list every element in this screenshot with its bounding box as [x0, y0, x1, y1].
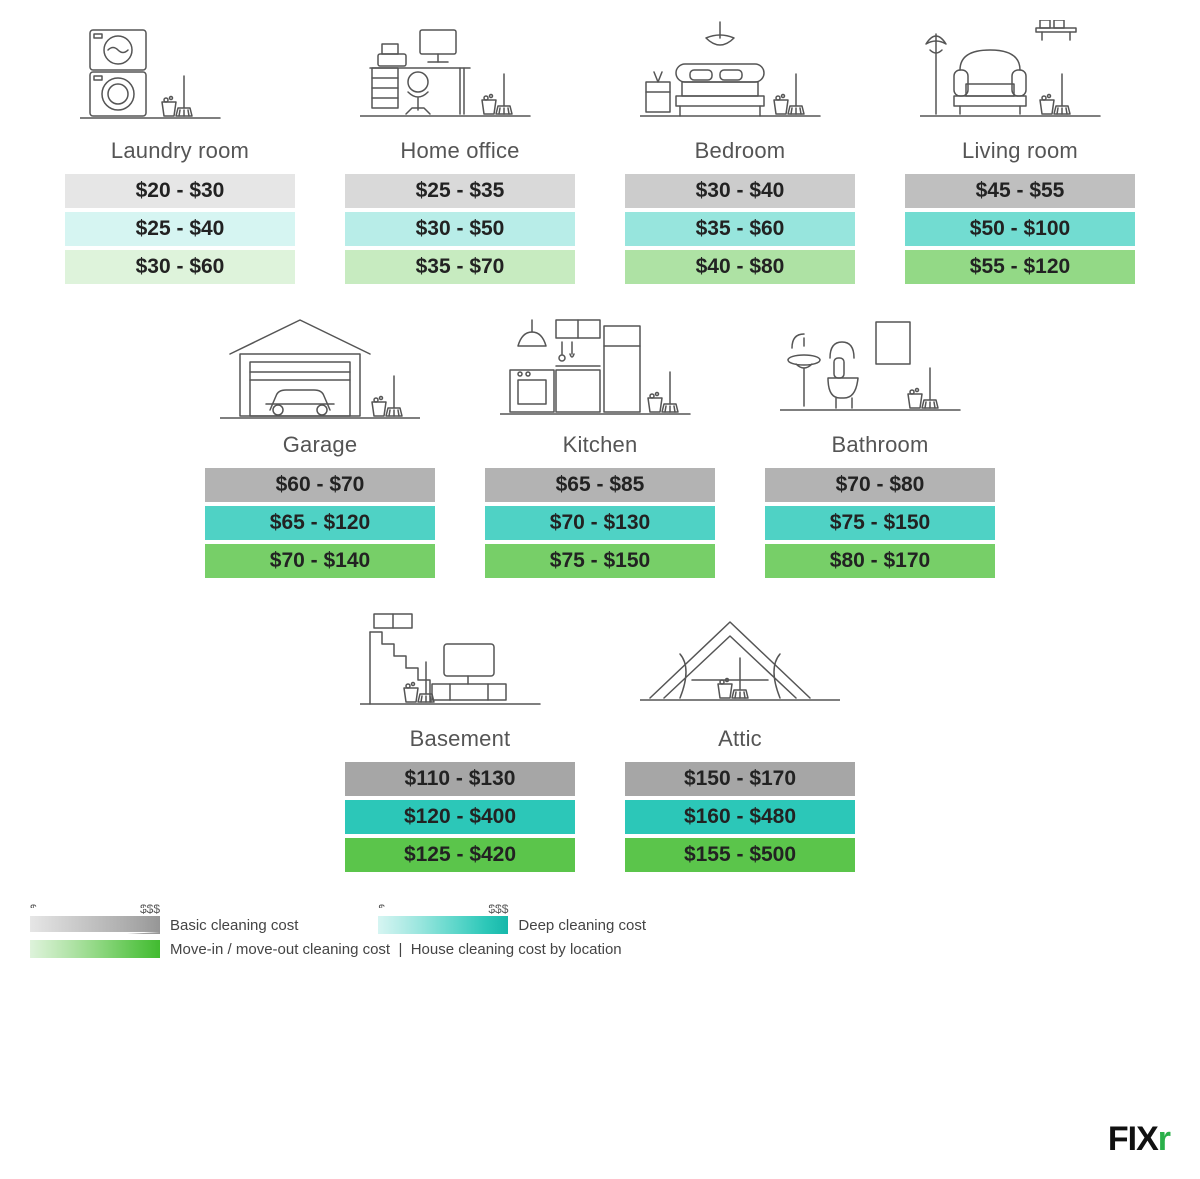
row-3: Basement $110 - $130 $120 - $400 $125 - $42…: [30, 608, 1170, 872]
price-movein: $35 - $70: [345, 250, 575, 284]
price-bars: $70 - $80 $75 - $150 $80 - $170: [765, 468, 995, 578]
room-card-office: Home office $25 - $35 $30 - $50 $35 - $70: [345, 20, 575, 284]
price-basic: $20 - $30: [65, 174, 295, 208]
legend-lo: $: [378, 902, 385, 916]
logo-accent: r: [1158, 1120, 1170, 1158]
legend-movein-text: Move-in / move-out cleaning cost: [170, 941, 390, 958]
room-card-bathroom: Bathroom $70 - $80 $75 - $150 $80 - $170: [765, 314, 995, 578]
logo-text: FIX: [1108, 1120, 1158, 1158]
legend-deep-block: $ $$$ Deep cleaning cost: [378, 902, 646, 934]
room-label: Bathroom: [832, 432, 929, 458]
price-basic: $30 - $40: [625, 174, 855, 208]
bedroom-icon: [640, 20, 840, 130]
price-movein: $80 - $170: [765, 544, 995, 578]
price-deep: $35 - $60: [625, 212, 855, 246]
room-label: Laundry room: [111, 138, 249, 164]
room-label: Attic: [718, 726, 762, 752]
price-movein: $40 - $80: [625, 250, 855, 284]
price-bars: $65 - $85 $70 - $130 $75 - $150: [485, 468, 715, 578]
price-bars: $60 - $70 $65 - $120 $70 - $140: [205, 468, 435, 578]
room-card-living: Living room $45 - $55 $50 - $100 $55 - $120: [905, 20, 1135, 284]
room-card-bedroom: Bedroom $30 - $40 $35 - $60 $40 - $80: [625, 20, 855, 284]
legend: $ $$$ Basic cleaning cost $ $$$ Deep cle…: [30, 902, 1170, 958]
bathroom-icon: [780, 314, 980, 424]
price-deep: $120 - $400: [345, 800, 575, 834]
room-label: Home office: [400, 138, 519, 164]
price-bars: $150 - $170 $160 - $480 $155 - $500: [625, 762, 855, 872]
infographic-grid: Laundry room $20 - $30 $25 - $40 $30 - $60 H…: [30, 20, 1170, 872]
room-card-attic: Attic $150 - $170 $160 - $480 $155 - $500: [625, 608, 855, 872]
attic-icon: [640, 608, 840, 718]
legend-basic-gradient: [30, 916, 160, 934]
room-card-laundry: Laundry room $20 - $30 $25 - $40 $30 - $60: [65, 20, 295, 284]
price-movein: $70 - $140: [205, 544, 435, 578]
legend-movein-gradient: [30, 940, 160, 958]
price-bars: $25 - $35 $30 - $50 $35 - $70: [345, 174, 575, 284]
living-icon: [920, 20, 1120, 130]
price-basic: $60 - $70: [205, 468, 435, 502]
price-movein: $75 - $150: [485, 544, 715, 578]
price-basic: $45 - $55: [905, 174, 1135, 208]
legend-tail-text: House cleaning cost by location: [411, 941, 622, 958]
price-basic: $70 - $80: [765, 468, 995, 502]
basement-icon: [360, 608, 560, 718]
office-icon: [360, 20, 560, 130]
legend-deep-label: Deep cleaning cost: [518, 917, 646, 934]
price-deep: $50 - $100: [905, 212, 1135, 246]
legend-basic-block: $ $$$ Basic cleaning cost: [30, 902, 298, 934]
room-label: Living room: [962, 138, 1078, 164]
price-basic: $25 - $35: [345, 174, 575, 208]
room-card-garage: Garage $60 - $70 $65 - $120 $70 - $140: [205, 314, 435, 578]
price-deep: $65 - $120: [205, 506, 435, 540]
room-card-basement: Basement $110 - $130 $120 - $400 $125 - $42…: [345, 608, 575, 872]
room-card-kitchen: Kitchen $65 - $85 $70 - $130 $75 - $150: [485, 314, 715, 578]
legend-hi: $$$: [140, 902, 160, 916]
room-label: Kitchen: [563, 432, 638, 458]
legend-scale-labels: $ $$$: [378, 902, 508, 916]
laundry-icon: [80, 20, 280, 130]
legend-movein-label: Move-in / move-out cleaning cost | House…: [170, 941, 622, 958]
legend-lo: $: [30, 902, 37, 916]
price-basic: $65 - $85: [485, 468, 715, 502]
room-label: Basement: [410, 726, 511, 752]
legend-basic-label: Basic cleaning cost: [170, 917, 298, 934]
room-label: Bedroom: [695, 138, 786, 164]
price-deep: $75 - $150: [765, 506, 995, 540]
price-deep: $70 - $130: [485, 506, 715, 540]
price-deep: $30 - $50: [345, 212, 575, 246]
price-movein: $125 - $420: [345, 838, 575, 872]
price-bars: $20 - $30 $25 - $40 $30 - $60: [65, 174, 295, 284]
garage-icon: [220, 314, 420, 424]
price-movein: $30 - $60: [65, 250, 295, 284]
legend-hi: $$$: [488, 902, 508, 916]
price-movein: $55 - $120: [905, 250, 1135, 284]
price-basic: $110 - $130: [345, 762, 575, 796]
price-bars: $30 - $40 $35 - $60 $40 - $80: [625, 174, 855, 284]
price-bars: $45 - $55 $50 - $100 $55 - $120: [905, 174, 1135, 284]
legend-scale-labels: $ $$$: [30, 902, 160, 916]
price-basic: $150 - $170: [625, 762, 855, 796]
row-2: Garage $60 - $70 $65 - $120 $70 - $140 Kitch…: [30, 314, 1170, 578]
row-1: Laundry room $20 - $30 $25 - $40 $30 - $60 H…: [30, 20, 1170, 284]
room-label: Garage: [283, 432, 358, 458]
price-deep: $25 - $40: [65, 212, 295, 246]
price-bars: $110 - $130 $120 - $400 $125 - $420: [345, 762, 575, 872]
fixr-logo: FIXr: [1108, 1120, 1170, 1159]
price-deep: $160 - $480: [625, 800, 855, 834]
legend-deep-gradient: [378, 916, 508, 934]
kitchen-icon: [500, 314, 700, 424]
price-movein: $155 - $500: [625, 838, 855, 872]
